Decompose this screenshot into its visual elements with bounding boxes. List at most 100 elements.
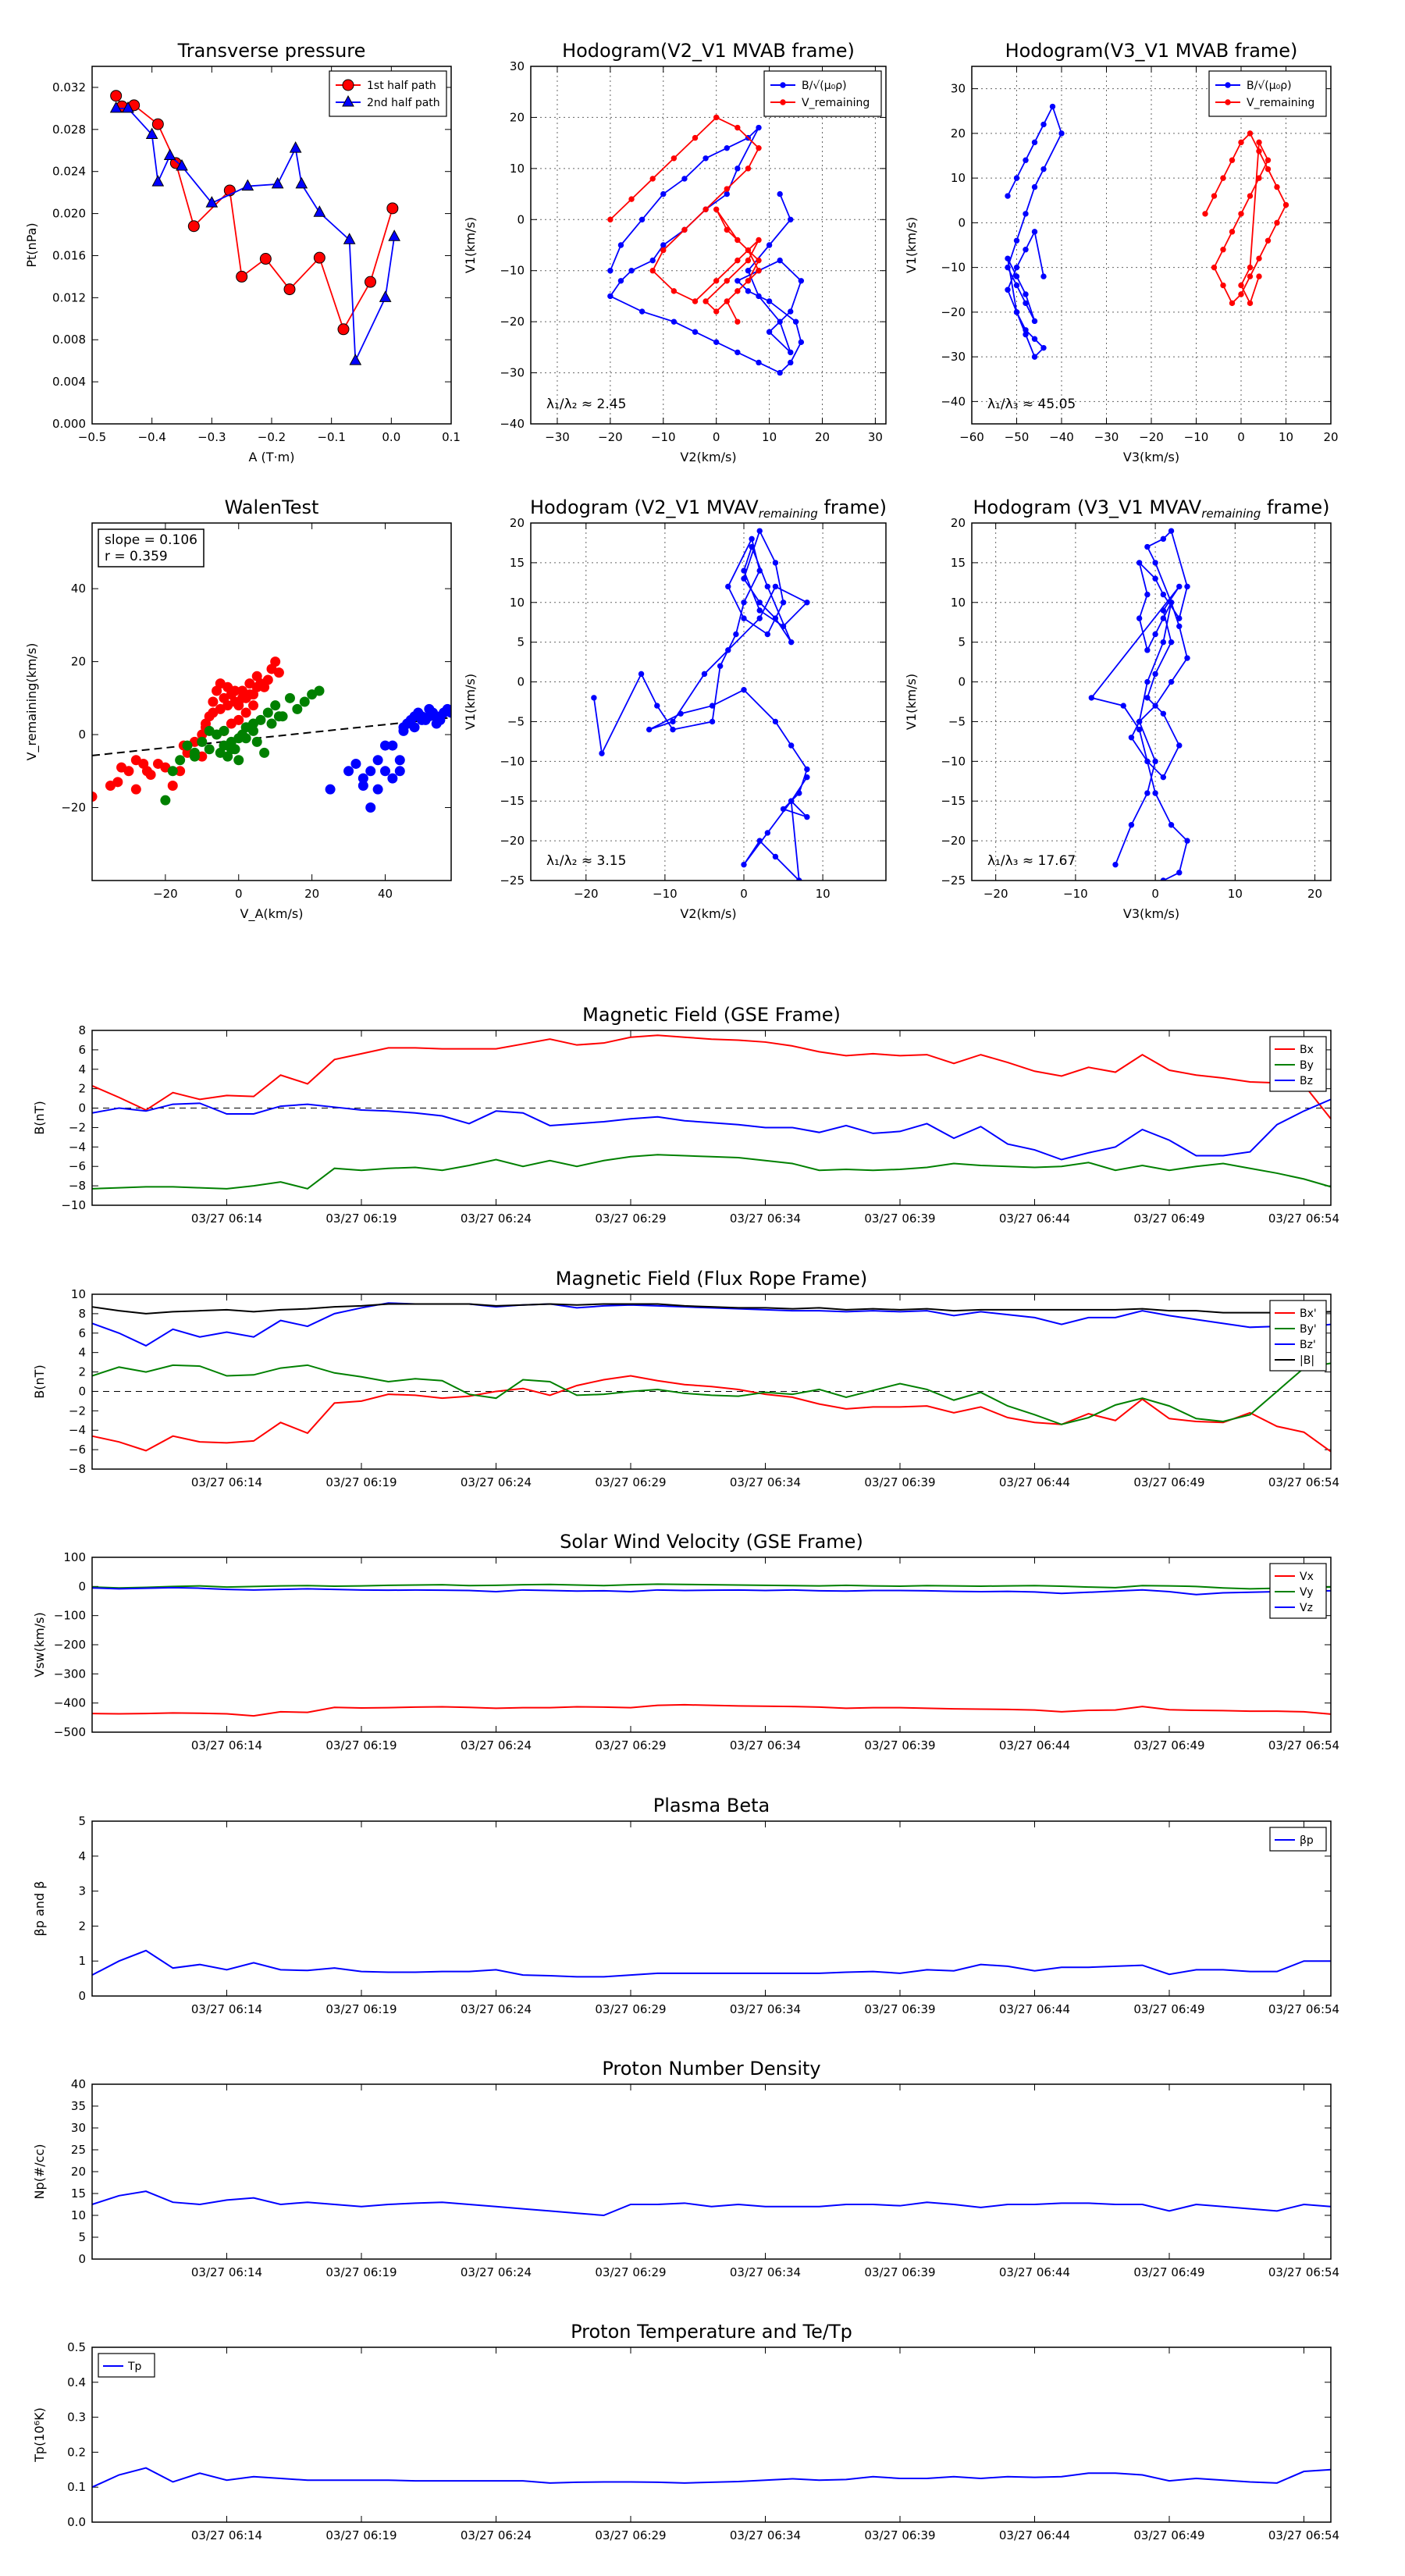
- data-point: [262, 707, 273, 718]
- plot-frame: [91, 1557, 1332, 1733]
- data-point: [365, 276, 376, 288]
- x-tick-label: 03/27 06:39: [864, 2528, 935, 2542]
- y-tick-label: 0.000: [52, 417, 86, 431]
- y-tick-label: −100: [54, 1609, 86, 1623]
- x-tick-label: 03/27 06:14: [191, 2002, 262, 2016]
- legend-label: By: [1300, 1059, 1314, 1072]
- y-tick-label: −15: [500, 794, 525, 808]
- legend-label: B/√(μ₀ρ): [1247, 80, 1292, 92]
- x-tick-label: 03/27 06:39: [864, 1212, 935, 1226]
- data-point: [92, 792, 98, 802]
- data-point: [1152, 560, 1158, 566]
- x-tick-label: 30: [868, 430, 883, 444]
- data-point: [1144, 790, 1151, 796]
- x-tick-label: 03/27 06:34: [730, 2528, 801, 2542]
- fit-line: [92, 717, 451, 756]
- y-tick-label: 20: [71, 2165, 86, 2179]
- data-point: [1013, 309, 1020, 315]
- x-tick-label: 20: [1323, 430, 1338, 444]
- data-point: [735, 237, 741, 244]
- x-tick-label: −20: [984, 887, 1008, 901]
- data-point: [248, 700, 259, 711]
- series-line: [116, 107, 396, 361]
- x-tick-label: 03/27 06:29: [595, 1738, 666, 1752]
- data-point: [745, 247, 752, 254]
- data-point: [1176, 583, 1183, 590]
- y-axis-label: B(nT): [32, 1101, 47, 1134]
- data-point: [1238, 282, 1244, 289]
- data-point: [724, 226, 730, 233]
- data-point: [1144, 695, 1151, 701]
- data-point: [1112, 861, 1119, 868]
- data-point: [1274, 183, 1280, 190]
- y-tick-label: 30: [510, 59, 525, 73]
- y-tick-label: −200: [54, 1638, 86, 1652]
- title-part: Hodogram (V2_V1 MVAV: [530, 496, 759, 518]
- eigenvalue-ratio-label: λ₁/λ₃ ≈ 45.05: [987, 397, 1076, 412]
- y-tick-label: 2: [78, 1919, 86, 1933]
- y-tick-label: 0.1: [67, 2480, 86, 2494]
- plot-area: [1005, 103, 1289, 360]
- data-point: [692, 134, 699, 141]
- x-tick-label: 03/27 06:34: [730, 1212, 801, 1226]
- series-bx: [91, 1034, 1332, 1119]
- data-point: [1005, 264, 1011, 271]
- data-point: [741, 575, 747, 582]
- data-point: [1247, 264, 1254, 271]
- series-tp: [91, 2467, 1332, 2489]
- x-tick-label: 03/27 06:39: [864, 2265, 935, 2279]
- chart-proton-temperature: 03/27 06:14 03/27 06:19 03/27 06:24 03/27 0…: [32, 2321, 1339, 2542]
- plot-frame: [91, 66, 452, 425]
- data-point: [1152, 758, 1158, 765]
- y-axis-label: Vsw(km/s): [32, 1612, 47, 1677]
- y-axis-label: V_remaining(km/s): [24, 643, 40, 761]
- data-point: [241, 179, 254, 191]
- plot-frame: [91, 2083, 1332, 2260]
- data-point: [130, 784, 141, 795]
- annotation-box: [98, 528, 205, 568]
- data-point: [796, 877, 802, 881]
- series-line: [115, 95, 393, 331]
- data-point: [337, 323, 350, 336]
- data-point: [236, 270, 248, 283]
- data-point: [670, 726, 676, 733]
- y-tick-label: −40: [500, 417, 525, 431]
- y-tick-label: 40: [71, 2077, 86, 2091]
- x-tick-label: 03/27 06:49: [1133, 2265, 1204, 2279]
- data-point: [756, 144, 762, 151]
- y-tick-label: 0: [78, 1384, 86, 1398]
- data-point: [1088, 695, 1095, 701]
- data-point: [713, 339, 720, 346]
- data-point: [1144, 678, 1151, 685]
- data-point: [1023, 157, 1029, 163]
- data-point: [394, 766, 405, 777]
- data-point: [681, 176, 688, 182]
- data-point: [735, 124, 741, 131]
- data-point: [1031, 183, 1038, 190]
- data-point: [772, 583, 779, 590]
- x-tick-label: 03/27 06:29: [595, 2002, 666, 2016]
- data-point: [251, 681, 262, 692]
- y-tick-label: 30: [951, 82, 966, 96]
- data-point: [1152, 671, 1158, 678]
- data-point: [1282, 201, 1289, 208]
- data-point: [163, 148, 176, 160]
- y-tick-label: −15: [941, 794, 966, 808]
- data-point: [1229, 157, 1236, 163]
- data-point: [670, 288, 678, 294]
- data-point: [1136, 615, 1143, 621]
- data-point: [1168, 678, 1175, 685]
- data-point: [1152, 790, 1158, 796]
- data-point: [678, 710, 684, 717]
- y-tick-label: 0.032: [52, 80, 86, 94]
- data-point: [1136, 560, 1143, 566]
- series-vz: [91, 1586, 1332, 1596]
- y-tick-label: 0.008: [52, 333, 86, 347]
- x-tick-label: 0: [713, 430, 720, 444]
- data-point: [780, 600, 787, 606]
- data-point: [398, 722, 409, 733]
- data-point: [1225, 99, 1231, 105]
- y-tick-label: 0.024: [52, 165, 86, 179]
- x-tick-label: −10: [653, 887, 678, 901]
- series-1st-half-path: [110, 90, 399, 336]
